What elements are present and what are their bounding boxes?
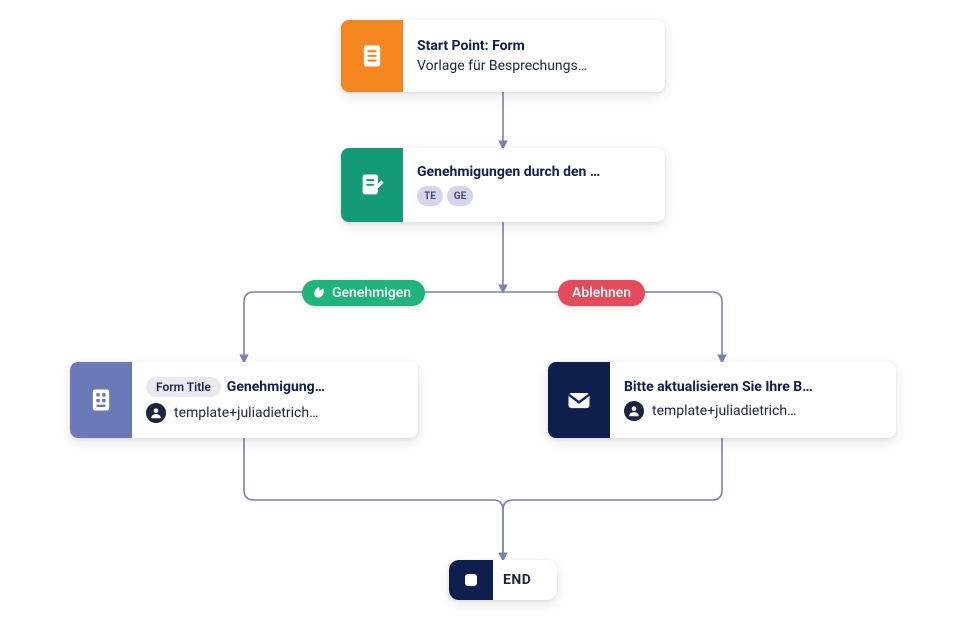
node-title: Start Point: Form xyxy=(417,38,651,54)
node-approvals[interactable]: Genehmigungen durch den … TE GE xyxy=(341,148,665,222)
flow-canvas: Start Point: Form Vorlage für Besprechun… xyxy=(0,0,968,633)
initials-badge: TE xyxy=(417,186,443,206)
branch-label-approve: Genehmigen xyxy=(302,280,425,306)
branch-label-text: Genehmigen xyxy=(332,285,411,301)
node-start-form[interactable]: Start Point: Form Vorlage für Besprechun… xyxy=(341,20,665,92)
user-icon xyxy=(624,401,644,421)
assignee-row: template+juliadietrich… xyxy=(146,403,404,423)
branch-label-text: Ablehnen xyxy=(572,285,631,301)
assignee-row: template+juliadietrich… xyxy=(624,401,882,421)
end-label: END xyxy=(493,572,545,588)
form-grid-icon xyxy=(70,362,132,438)
leaf-icon xyxy=(312,286,326,300)
user-icon xyxy=(146,403,166,423)
node-reject-action[interactable]: Bitte aktualisieren Sie Ihre B… template… xyxy=(548,362,896,438)
signature-icon xyxy=(341,148,403,222)
node-subtitle: Vorlage für Besprechungs… xyxy=(417,58,651,74)
initials-badge: GE xyxy=(447,186,473,206)
form-title-tag: Form Title xyxy=(146,377,221,397)
assignee-initials: TE GE xyxy=(417,186,651,206)
node-end[interactable]: END xyxy=(449,560,557,600)
envelope-icon xyxy=(548,362,610,438)
node-title: Genehmigungen durch den … xyxy=(417,164,651,180)
branch-label-reject: Ablehnen xyxy=(558,280,645,306)
assignee-email: template+juliadietrich… xyxy=(174,405,318,421)
node-title: Genehmigung… xyxy=(227,379,404,395)
stop-icon xyxy=(449,560,493,600)
form-icon xyxy=(341,20,403,92)
node-approve-action[interactable]: Form Title Genehmigung… template+juliadi… xyxy=(70,362,418,438)
edges-layer xyxy=(0,0,968,633)
assignee-email: template+juliadietrich… xyxy=(652,403,796,419)
node-title: Bitte aktualisieren Sie Ihre B… xyxy=(624,379,882,395)
